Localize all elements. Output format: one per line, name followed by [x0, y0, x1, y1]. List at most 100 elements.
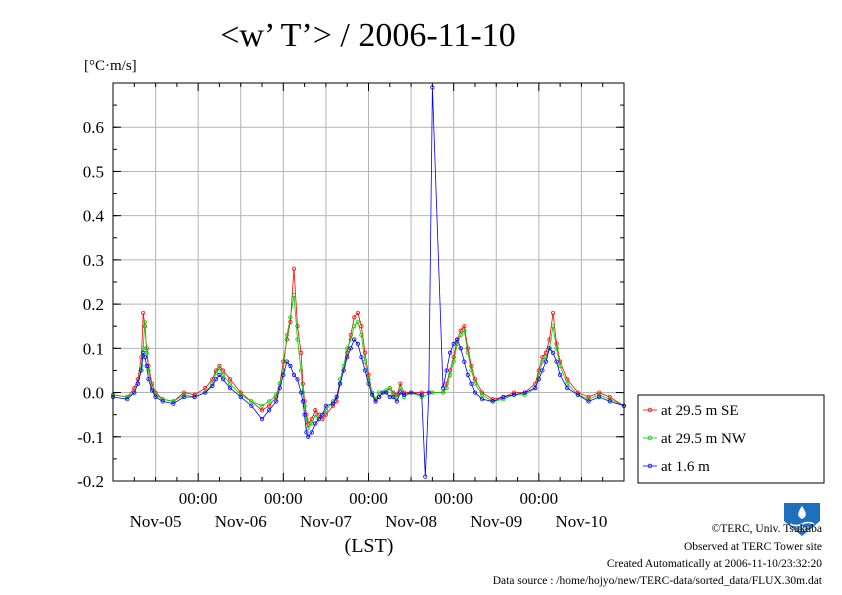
data-point [479, 397, 485, 402]
data-point [554, 341, 559, 347]
data-point [398, 381, 403, 386]
data-point [144, 363, 149, 369]
data-point [160, 397, 165, 402]
data-point [554, 346, 559, 351]
y-tick-label: -0.2 [77, 472, 104, 491]
data-point [490, 397, 495, 402]
legend-label: at 29.5 m SE [661, 403, 739, 419]
x-time-label: 00:00 [349, 489, 388, 508]
x-tick-labels: Nov-05 Nov-06 Nov-07 Nov-08 Nov-09 Nov-10 00:0… [130, 489, 608, 531]
data-point [522, 390, 527, 395]
data-point [213, 370, 219, 375]
data-point [274, 399, 279, 404]
data-point [302, 412, 307, 417]
data-point [141, 310, 146, 316]
series-line [112, 87, 625, 477]
data-point [394, 399, 399, 404]
data-point [330, 403, 336, 408]
data-point [181, 394, 187, 400]
data-point [135, 381, 140, 386]
legend: at 29.5 m SE at 29.5 m NW at 1.6 m [637, 394, 825, 484]
data-point [277, 381, 282, 386]
data-point [408, 390, 414, 395]
data-point [142, 355, 148, 360]
data-point [511, 392, 517, 397]
data-point [377, 394, 382, 400]
data-point [348, 332, 353, 338]
legend-label: at 1.6 m [661, 459, 710, 475]
data-point [220, 377, 226, 382]
data-point [153, 394, 158, 400]
data-point [550, 324, 556, 329]
legend-marker [647, 407, 653, 413]
data-point [558, 372, 563, 377]
data-point [565, 386, 570, 391]
data-point [352, 315, 357, 320]
data-point [359, 355, 364, 360]
data-point [369, 392, 375, 397]
data-point [597, 394, 602, 400]
y-tick-label: 0.3 [83, 251, 104, 270]
x-axis-label: (LST) [345, 535, 394, 557]
data-point [355, 310, 360, 316]
data-point [547, 346, 552, 351]
data-point [291, 293, 297, 298]
data-point [284, 359, 289, 364]
data-point [355, 341, 360, 347]
data-point [238, 394, 243, 400]
data-point [440, 386, 446, 391]
x-day-label: Nov-09 [470, 512, 522, 531]
data-point [398, 386, 403, 391]
data-point [352, 324, 357, 329]
data-point [401, 392, 407, 397]
data-point [220, 368, 226, 373]
data-point [465, 372, 470, 377]
data-point [139, 368, 144, 373]
data-point [554, 359, 559, 364]
data-point [259, 416, 265, 422]
data-point [334, 394, 339, 400]
data-point [249, 403, 254, 408]
data-point [302, 403, 307, 408]
data-point [171, 399, 176, 404]
data-point [465, 350, 470, 355]
data-point [228, 377, 233, 382]
series-lines [110, 85, 627, 479]
data-point [586, 399, 591, 404]
data-point [451, 359, 456, 364]
data-point [320, 412, 325, 417]
data-point [267, 408, 272, 413]
data-point [398, 390, 403, 395]
legend-item: at 29.5 m NW [643, 431, 747, 447]
data-point [366, 377, 371, 382]
data-point [345, 355, 350, 360]
data-point [469, 381, 474, 386]
series-line [112, 295, 625, 429]
data-point [458, 346, 463, 351]
data-point [300, 381, 305, 386]
created-text: Created Automatically at 2006-11-10/23:3… [607, 558, 822, 570]
data-point [440, 390, 446, 395]
y-axis-unit-label: [°C·m/s] [84, 58, 137, 74]
legend-label: at 29.5 m NW [661, 431, 747, 447]
data-point [295, 337, 300, 342]
data-point [362, 359, 368, 364]
data-point [228, 381, 233, 386]
data-point [125, 397, 130, 402]
data-point [149, 381, 155, 386]
data-point [586, 397, 591, 402]
data-point [298, 368, 304, 373]
data-point [387, 386, 392, 391]
y-tick-label: -0.1 [77, 428, 104, 447]
data-point [160, 399, 165, 404]
data-point [171, 401, 176, 406]
logo-text: TERC [794, 527, 811, 533]
data-point [141, 350, 146, 355]
legend-marker [647, 463, 653, 469]
data-point [298, 390, 304, 395]
data-point [181, 390, 187, 395]
data-point [300, 399, 305, 404]
data-point [142, 319, 148, 324]
data-point [359, 324, 364, 329]
y-tick-label: 0.4 [83, 207, 105, 226]
